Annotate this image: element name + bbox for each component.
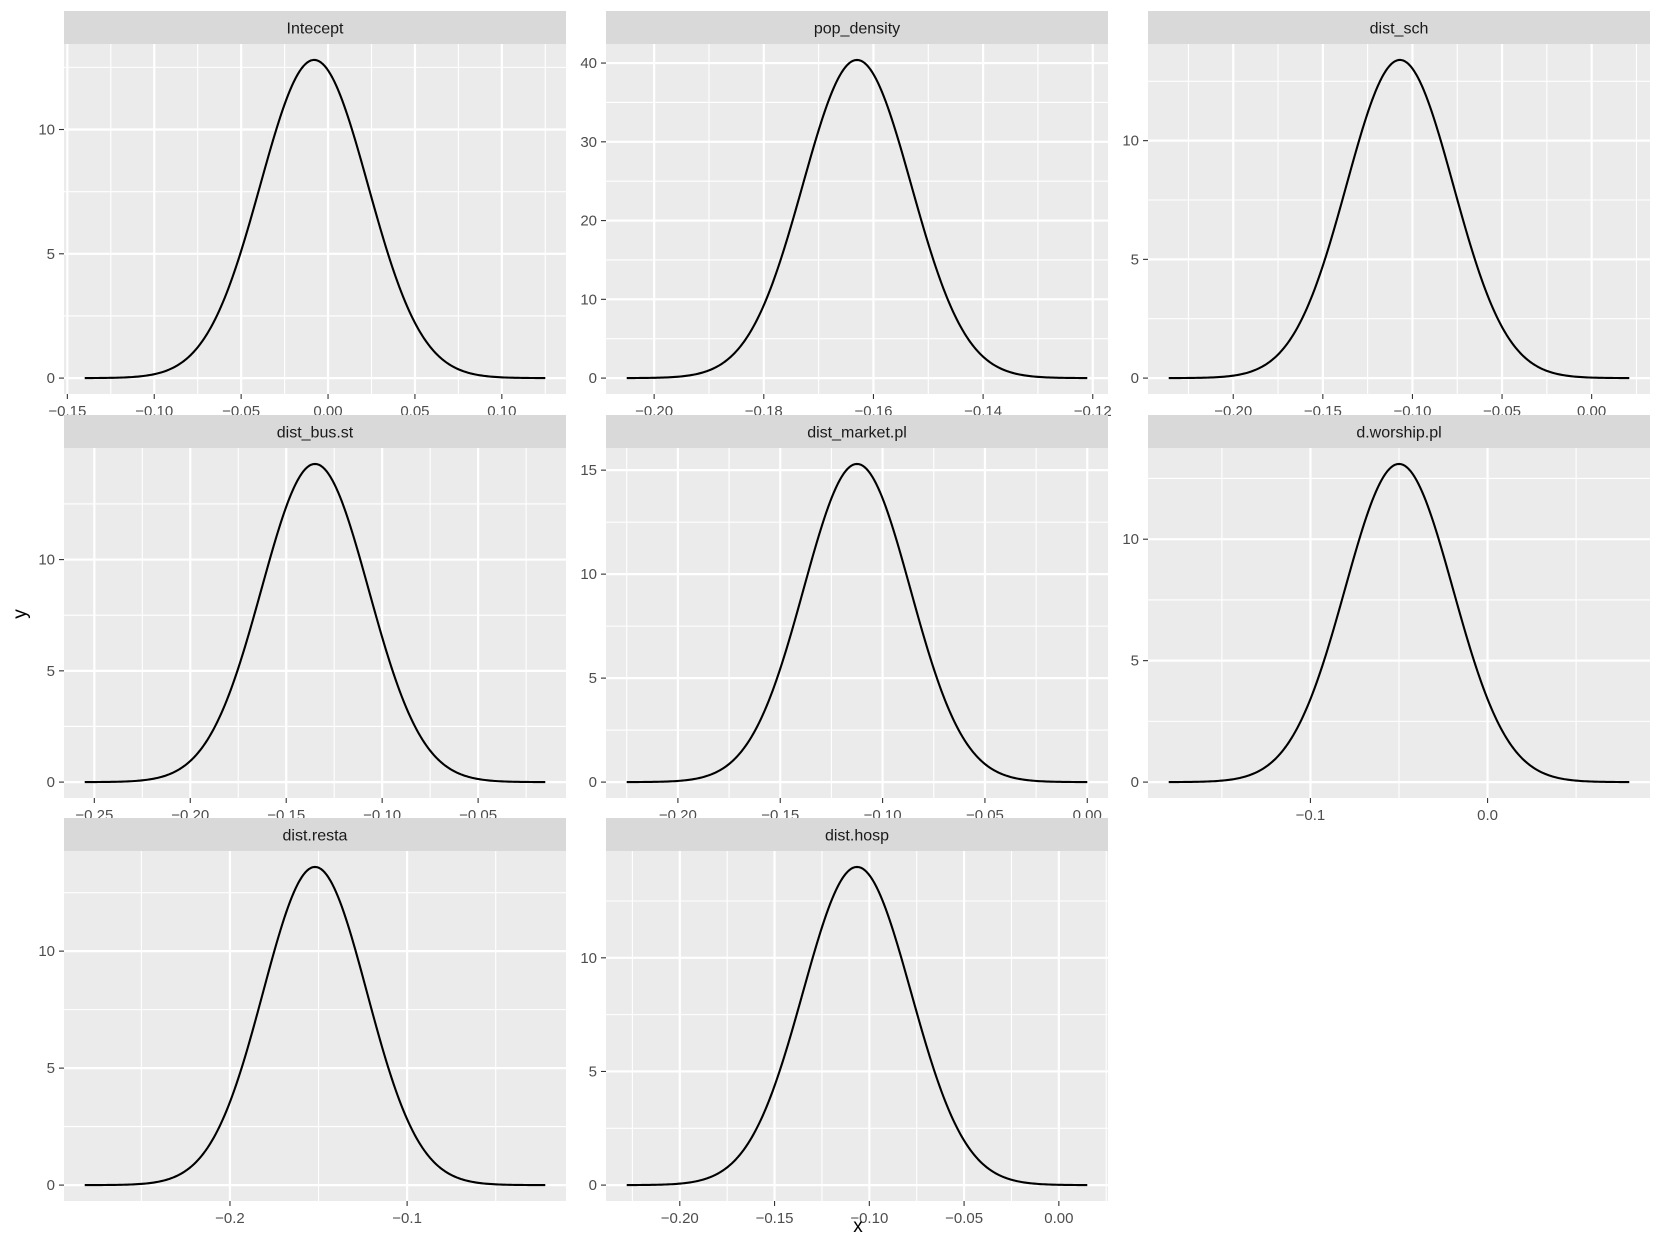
facet-dist-hosp: dist.hosp −0.20 −0.15 −0.10 −0.05 0.00 0 5 10 bbox=[580, 818, 1108, 1227]
facet-title-dist-hosp: dist.hosp bbox=[825, 828, 889, 845]
panel-background-dist-bus-st bbox=[64, 448, 566, 798]
y-tick-label: 0 bbox=[1131, 774, 1139, 791]
y-tick-label: 0 bbox=[47, 1177, 55, 1194]
x-tick-label: −0.10 bbox=[850, 1210, 888, 1227]
facet-title-dist-market-pl: dist_market.pl bbox=[807, 425, 907, 442]
facet-strip-dist-sch bbox=[1148, 11, 1650, 44]
density-curve-pop-density bbox=[626, 58, 1088, 380]
y-tick-label: 10 bbox=[580, 950, 597, 967]
facet-strip-dist-bus-st bbox=[64, 415, 566, 448]
y-tick-label: 10 bbox=[580, 566, 597, 583]
y-tick-label: 10 bbox=[580, 291, 597, 308]
y-tick-label: 5 bbox=[1131, 251, 1139, 268]
y-tick-label: 10 bbox=[1122, 133, 1139, 150]
density-curve-dist-market-pl bbox=[626, 462, 1088, 784]
y-tick-label: 10 bbox=[1122, 531, 1139, 548]
y-tick-label: 10 bbox=[38, 122, 55, 139]
y-tick-label: 5 bbox=[47, 1060, 55, 1077]
density-curve-dist-resta bbox=[84, 865, 546, 1187]
y-tick-label: 0 bbox=[47, 774, 55, 791]
y-tick-label: 30 bbox=[580, 134, 597, 151]
density-curve-dist-bus-st bbox=[84, 462, 546, 784]
facet-title-dist-resta: dist.resta bbox=[283, 828, 348, 845]
panel-background-dist-sch bbox=[1148, 44, 1650, 394]
density-curve-d-worship-pl bbox=[1168, 462, 1630, 784]
y-tick-label: 40 bbox=[580, 55, 597, 72]
facet-title-d-worship-pl: d.worship.pl bbox=[1356, 425, 1441, 442]
y-tick-label: 10 bbox=[38, 552, 55, 569]
x-axis-title: x bbox=[853, 1216, 863, 1237]
density-curve-dist-sch bbox=[1168, 58, 1630, 380]
y-tick-label: 5 bbox=[1131, 653, 1139, 670]
y-tick-label: 5 bbox=[47, 246, 55, 263]
y-tick-label: 15 bbox=[580, 462, 597, 479]
panel-background-pop-density bbox=[606, 44, 1108, 394]
y-tick-label: 0 bbox=[47, 370, 55, 387]
y-tick-label: 5 bbox=[589, 1063, 597, 1080]
facet-dist-resta: dist.resta −0.2 −0.1 0 5 10 bbox=[38, 818, 566, 1227]
density-curve-intecept bbox=[84, 58, 546, 380]
y-axis-title: y bbox=[10, 609, 31, 619]
x-tick-label: −0.05 bbox=[945, 1210, 983, 1227]
facet-title-dist-sch: dist_sch bbox=[1370, 21, 1429, 38]
facet-dist-market-pl: dist_market.pl−0.20 −0.15 −0.10 −0.05 0.0005… bbox=[580, 415, 1108, 824]
facet-pop-density: pop_density−0.20 −0.18 −0.16 −0.14 −0.120102… bbox=[580, 11, 1112, 420]
facet-strip-dist-hosp bbox=[606, 818, 1108, 851]
density-curve-dist-hosp bbox=[626, 865, 1088, 1187]
y-tick-label: 0 bbox=[589, 774, 597, 791]
facet-d-worship-pl: d.worship.pl −0.1 0.0 0 5 10 bbox=[1122, 415, 1650, 824]
facet-strip-dist-resta bbox=[64, 818, 566, 851]
facet-strip-pop-density bbox=[606, 11, 1108, 44]
y-tick-label: 0 bbox=[589, 370, 597, 387]
facet-strip-d-worship-pl bbox=[1148, 415, 1650, 448]
panel-background-dist-resta bbox=[64, 851, 566, 1201]
y-tick-label: 5 bbox=[47, 663, 55, 680]
y-tick-label: 10 bbox=[38, 943, 55, 960]
panel-background-intecept bbox=[64, 44, 566, 394]
x-tick-label: 0.00 bbox=[1044, 1210, 1073, 1227]
x-tick-label: 0.0 bbox=[1477, 807, 1498, 824]
x-tick-label: −0.15 bbox=[756, 1210, 794, 1227]
facet-panels: Intecept−0.15 −0.10 −0.05 0.00 0.05 0.100510p… bbox=[38, 11, 1650, 1227]
x-tick-label: −0.20 bbox=[661, 1210, 699, 1227]
y-tick-label: 20 bbox=[580, 213, 597, 230]
x-tick-label: −0.1 bbox=[392, 1210, 422, 1227]
facet-title-pop-density: pop_density bbox=[814, 21, 900, 38]
x-tick-label: −0.2 bbox=[215, 1210, 245, 1227]
y-tick-label: 0 bbox=[589, 1177, 597, 1194]
facet-strip-dist-market-pl bbox=[606, 415, 1108, 448]
x-tick-label: −0.1 bbox=[1296, 807, 1326, 824]
y-tick-label: 0 bbox=[1131, 370, 1139, 387]
y-tick-label: 5 bbox=[589, 670, 597, 687]
facet-title-intecept: Intecept bbox=[287, 21, 344, 38]
panel-background-dist-hosp bbox=[606, 851, 1108, 1201]
facet-title-dist-bus-st: dist_bus.st bbox=[277, 425, 354, 442]
panel-background-dist-market-pl bbox=[606, 448, 1108, 798]
facet-strip-intecept bbox=[64, 11, 566, 44]
